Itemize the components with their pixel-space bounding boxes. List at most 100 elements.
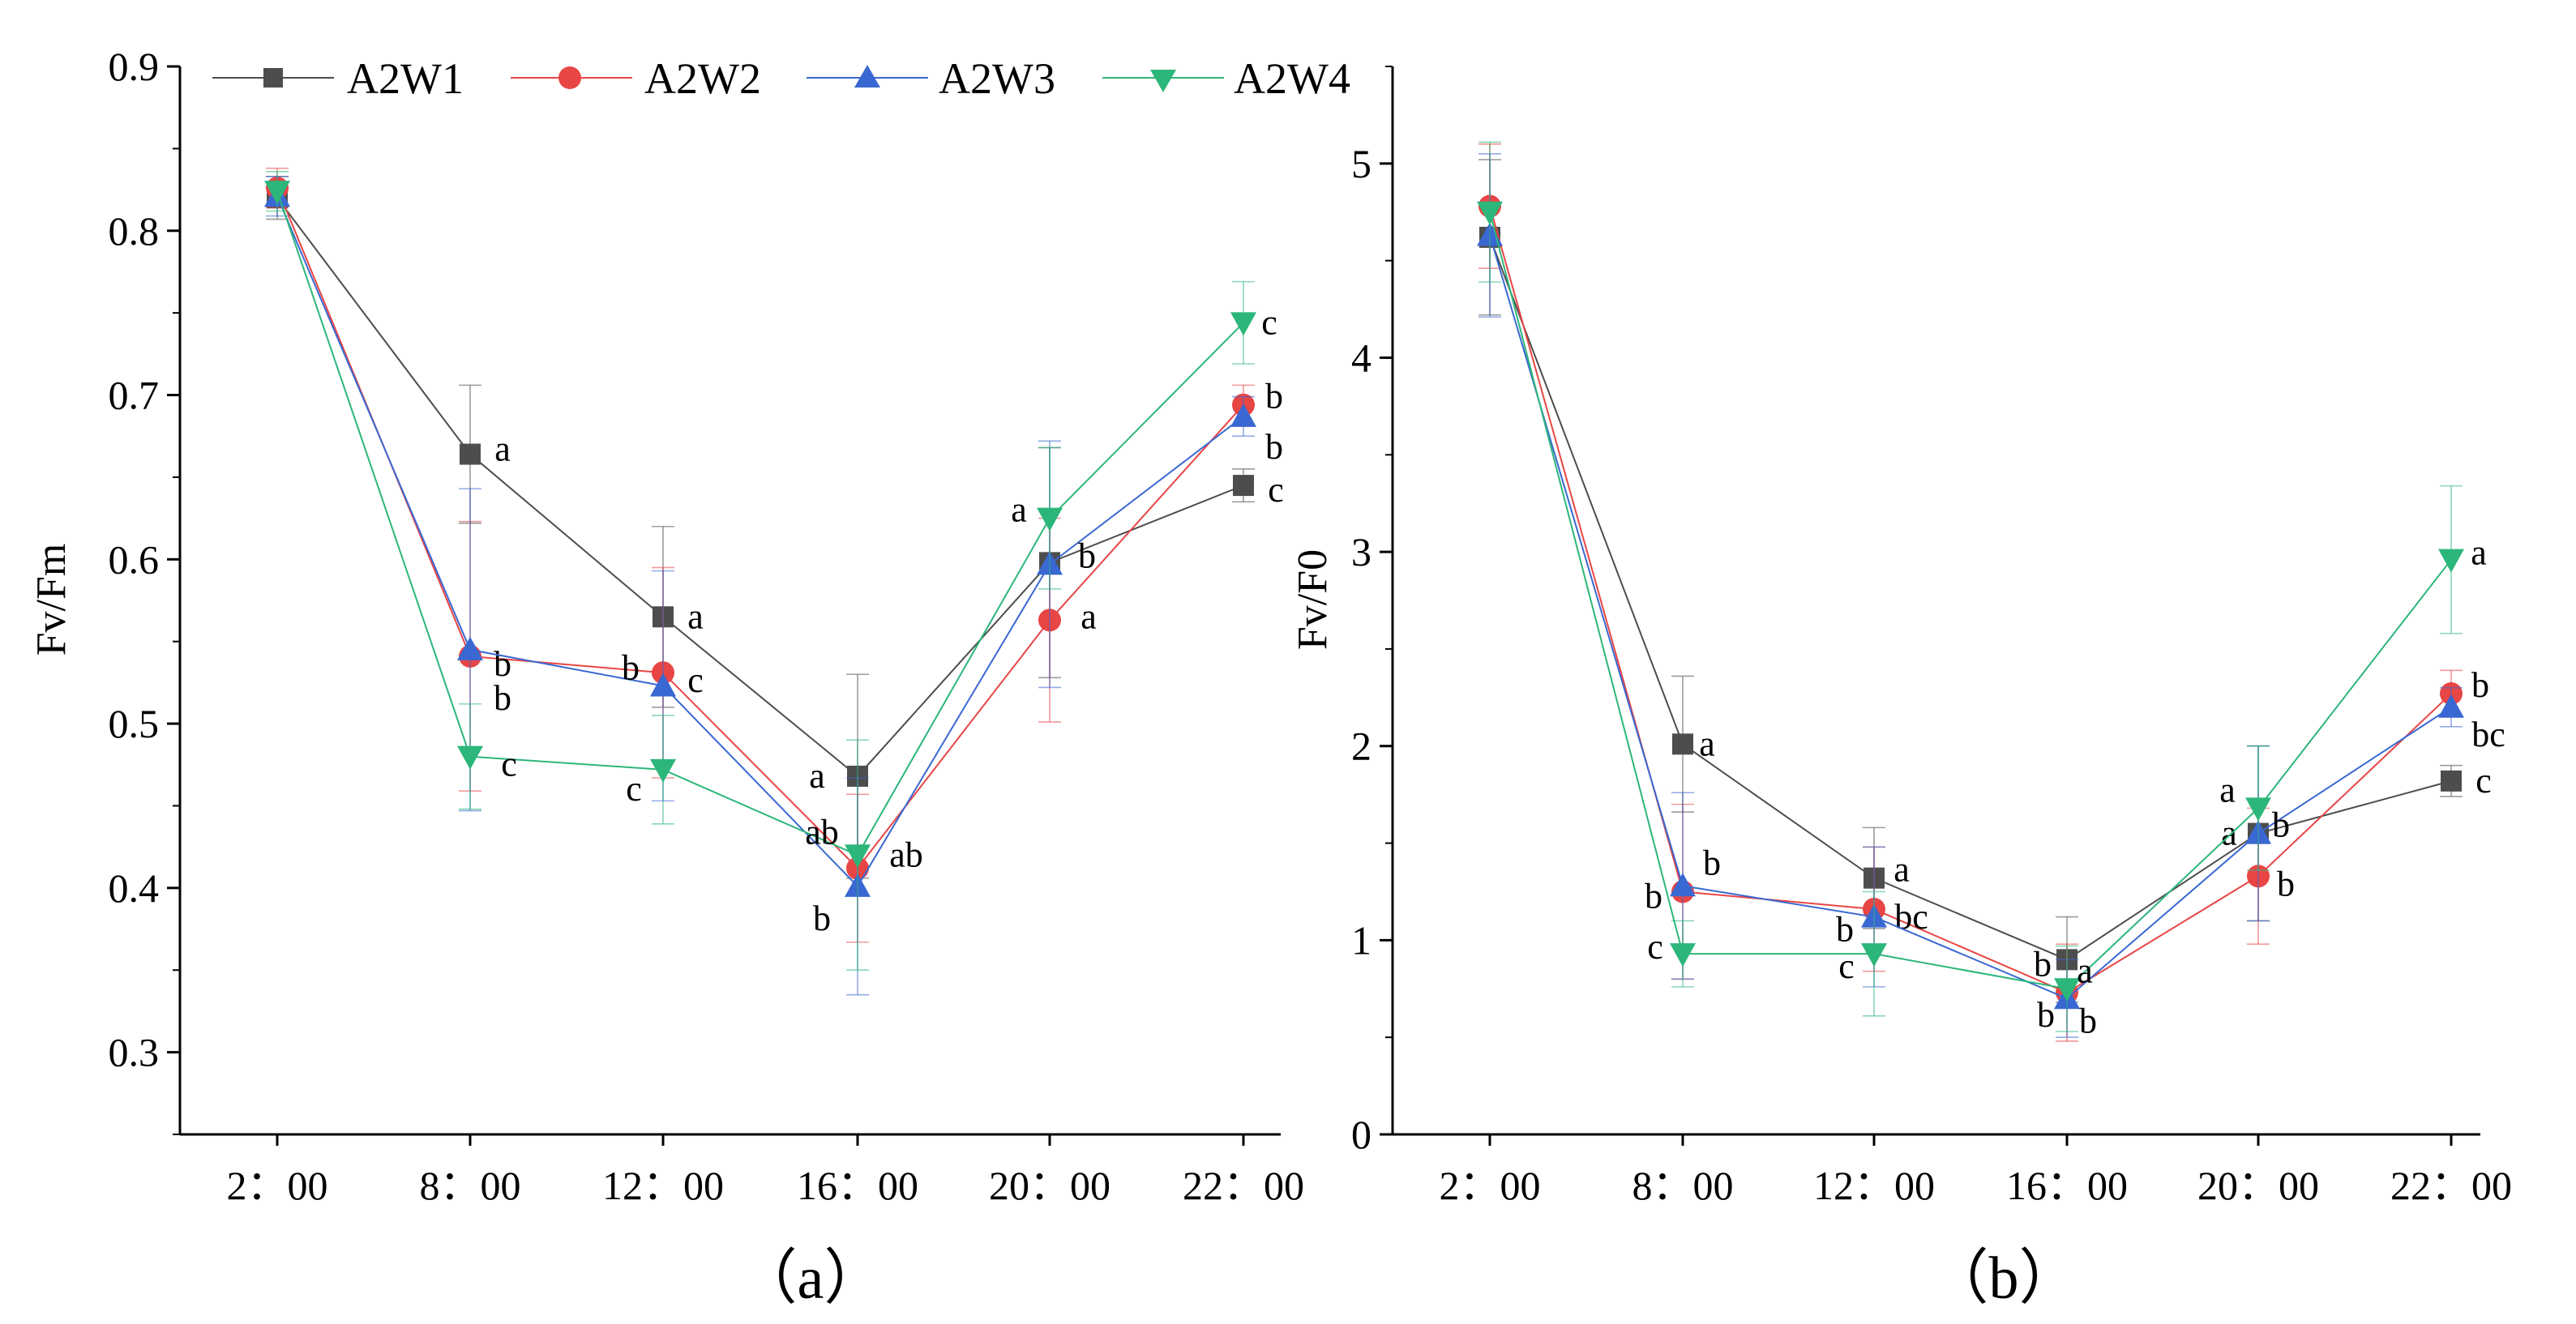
significance-letter: b	[2037, 995, 2055, 1035]
significance-letter: b	[494, 678, 511, 718]
data-point	[1230, 403, 1256, 427]
data-point	[845, 844, 871, 869]
legend-marker-a2w2	[558, 66, 581, 89]
series-a2w4: c c aaa	[1477, 141, 2487, 1032]
significance-letter: a	[1011, 490, 1027, 530]
significance-letter: c	[1268, 470, 1284, 510]
legend-item-a2w4: A2W4	[1102, 54, 1350, 103]
y-tick-label: 1	[1351, 917, 1371, 963]
significance-letter: bc	[2471, 715, 2505, 754]
significance-letter: b	[813, 899, 831, 938]
data-point	[1672, 733, 1693, 755]
significance-letter: b	[1265, 377, 1283, 416]
significance-letter: b	[2471, 665, 2489, 705]
y-tick-label: 5	[1351, 141, 1371, 186]
legend-item-a2w1: A2W1	[212, 54, 464, 103]
data-point	[1477, 201, 1503, 225]
legend-marker-a2w3	[854, 65, 880, 88]
data-point	[1861, 943, 1887, 967]
series-line	[276, 190, 1244, 856]
significance-letter: a	[687, 596, 704, 636]
data-point	[2441, 770, 2462, 792]
significance-letter: a	[2221, 814, 2237, 853]
x-tick-label: 2：00	[227, 1163, 328, 1208]
significance-letter: c	[626, 769, 642, 809]
significance-letter: c	[687, 660, 704, 700]
y-tick-label: 0	[1351, 1112, 1371, 1157]
series-line	[1489, 235, 2452, 1000]
significance-letter: a	[2077, 950, 2093, 990]
y-axis-title: Fv/Fm	[28, 544, 75, 656]
x-tick-label: 16：00	[2006, 1163, 2128, 1208]
x-tick-label: 20：00	[989, 1163, 1110, 1208]
y-tick-label: 2	[1351, 724, 1371, 769]
legend-marker-a2w1	[263, 68, 283, 88]
data-point	[2438, 694, 2464, 718]
y-tick-label: 0.4	[109, 865, 160, 911]
legend-label-a2w4: A2W4	[1234, 54, 1350, 103]
y-tick-label: 0.9	[109, 44, 160, 89]
y-tick-label: 0.5	[109, 701, 160, 746]
legend-label-a2w3: A2W3	[939, 54, 1055, 103]
data-point	[457, 636, 483, 660]
x-tick-label: 8：00	[1632, 1163, 1734, 1208]
significance-letter: c	[501, 745, 517, 784]
legend-label-a2w1: A2W1	[347, 54, 464, 103]
data-point	[1670, 873, 1696, 897]
significance-letter: b	[1836, 910, 1854, 950]
data-point	[457, 745, 483, 770]
data-point	[460, 443, 481, 465]
significance-letter: b	[1645, 876, 1662, 916]
data-point	[1230, 312, 1256, 336]
x-tick-label: 8：00	[420, 1163, 521, 1208]
significance-letter: a	[1893, 850, 1910, 890]
x-tick-label: 12：00	[602, 1163, 724, 1208]
y-tick-label: 3	[1351, 529, 1371, 574]
significance-letter: c	[1261, 302, 1277, 342]
legend-item-a2w2: A2W2	[511, 54, 761, 103]
significance-letter: a	[1080, 596, 1097, 636]
y-axis-title: Fv/F0	[1290, 549, 1336, 650]
significance-letter: a	[494, 429, 511, 469]
y-tick-label: 4	[1351, 335, 1371, 380]
data-point	[264, 181, 290, 205]
y-tick-label: 0.7	[109, 373, 160, 418]
significance-letter: b	[622, 647, 640, 687]
x-tick-label: 12：00	[1813, 1163, 1935, 1208]
y-tick-label: 0.8	[109, 208, 160, 254]
chart-panel-b: 0 1 2 3 4 5 2：00 8：00 12：00 16：00 20：00 22：00 Fv/F0 a…	[1290, 66, 2512, 1208]
significance-letter: b	[494, 644, 511, 684]
significance-letter: a	[2219, 770, 2236, 809]
significance-letter: bc	[1894, 897, 1928, 937]
legend: A2W1 A2W2 A2W3 A2W4	[212, 54, 1350, 103]
data-point	[2245, 797, 2271, 822]
significance-letter: ab	[889, 835, 923, 875]
significance-letter: b	[2079, 1001, 2097, 1040]
significance-letter: b	[1078, 536, 1096, 575]
legend-label-a2w2: A2W2	[644, 54, 761, 103]
legend-marker-a2w4	[1150, 70, 1176, 92]
series-line	[276, 187, 1244, 870]
significance-letter: b	[2277, 864, 2295, 903]
significance-letter: c	[1647, 927, 1663, 967]
data-point	[1233, 475, 1254, 497]
series-line	[276, 197, 1244, 778]
series-line	[1489, 211, 2452, 990]
data-point	[2054, 978, 2080, 1002]
series-line	[1489, 237, 2452, 961]
significance-letter: c	[1838, 946, 1855, 986]
significance-letter: a	[1699, 724, 1715, 763]
data-point	[650, 673, 676, 697]
chart-panel-a: 0.3 0.4 0.5 0.6 0.7 0.8 0.9 2：00 8：00 12：00 16：00 2…	[28, 44, 1304, 1208]
x-tick-label: 22：00	[1183, 1163, 1304, 1208]
significance-letter: b	[2034, 944, 2052, 984]
x-tick-label: 2：00	[1440, 1163, 1541, 1208]
legend-item-a2w3: A2W3	[807, 54, 1055, 103]
panel-label-b: （b）	[1929, 1245, 2079, 1312]
significance-letter: a	[809, 756, 825, 796]
data-point	[1670, 943, 1696, 967]
